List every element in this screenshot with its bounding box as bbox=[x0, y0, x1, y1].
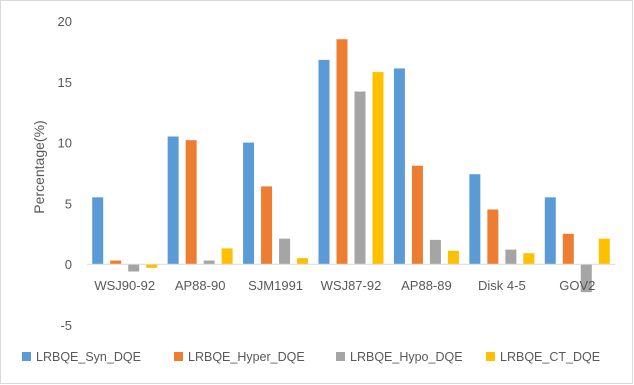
bar-LRBQE_Hypo_DQE-GOV2 bbox=[580, 264, 592, 293]
bar-LRBQE_Syn_DQE-GOV2 bbox=[544, 197, 556, 265]
bar-LRBQE_Syn_DQE-WSJ87-92 bbox=[318, 59, 330, 265]
bar-LRBQE_Hyper_DQE-WSJ90-92 bbox=[110, 260, 122, 265]
legend-label: LRBQE_Syn_DQE bbox=[36, 350, 141, 364]
bar-LRBQE_Hypo_DQE-WSJ90-92 bbox=[128, 264, 140, 272]
bar-LRBQE_Hypo_DQE-AP88-89 bbox=[429, 239, 441, 265]
bar-LRBQE_CT_DQE-WSJ87-92 bbox=[372, 72, 384, 265]
x-tick-label: WSJ90-92 bbox=[94, 278, 155, 293]
legend-swatch bbox=[486, 352, 495, 361]
x-tick-label: SJM1991 bbox=[248, 278, 303, 293]
bar-LRBQE_Hyper_DQE-WSJ87-92 bbox=[336, 39, 348, 265]
bar-LRBQE_Hypo_DQE-SJM1991 bbox=[279, 238, 291, 265]
y-tick-label: 20 bbox=[58, 14, 72, 29]
bar-LRBQE_CT_DQE-AP88-90 bbox=[221, 248, 233, 265]
y-tick-label: 5 bbox=[65, 196, 72, 211]
y-axis-title: Percentage(%) bbox=[31, 120, 47, 213]
x-tick-label: Disk 4-5 bbox=[478, 278, 526, 293]
bar-LRBQE_CT_DQE-Disk 4-5 bbox=[523, 253, 535, 265]
y-tick-label: -5 bbox=[60, 318, 72, 333]
x-tick-label: GOV2 bbox=[559, 278, 595, 293]
bar-LRBQE_Hypo_DQE-WSJ87-92 bbox=[354, 91, 366, 265]
legend-swatch bbox=[336, 352, 345, 361]
bar-LRBQE_Hypo_DQE-AP88-90 bbox=[203, 260, 215, 265]
bar-LRBQE_Hyper_DQE-AP88-90 bbox=[185, 140, 197, 265]
legend-label: LRBQE_Hypo_DQE bbox=[350, 350, 463, 364]
x-tick-label: WSJ87-92 bbox=[321, 278, 382, 293]
bar-LRBQE_Hyper_DQE-AP88-89 bbox=[411, 165, 423, 265]
bar-LRBQE_Hyper_DQE-GOV2 bbox=[562, 233, 574, 265]
legend-label: LRBQE_CT_DQE bbox=[500, 350, 600, 364]
y-tick-label: 15 bbox=[58, 75, 72, 90]
x-tick-label: AP88-90 bbox=[175, 278, 226, 293]
legend-swatch bbox=[174, 352, 183, 361]
x-tick-label: AP88-89 bbox=[401, 278, 452, 293]
bar-LRBQE_CT_DQE-WSJ90-92 bbox=[146, 264, 158, 268]
bar-LRBQE_Syn_DQE-AP88-89 bbox=[393, 68, 405, 265]
bar-LRBQE_Syn_DQE-SJM1991 bbox=[243, 142, 255, 265]
y-tick-label: 0 bbox=[65, 257, 72, 272]
bar-LRBQE_Hyper_DQE-Disk 4-5 bbox=[487, 209, 499, 265]
bar-LRBQE_Syn_DQE-WSJ90-92 bbox=[92, 197, 104, 265]
bar-LRBQE_CT_DQE-AP88-89 bbox=[447, 250, 459, 265]
bar-LRBQE_CT_DQE-SJM1991 bbox=[297, 258, 309, 265]
bar-LRBQE_Syn_DQE-Disk 4-5 bbox=[469, 174, 481, 265]
bar-LRBQE_Syn_DQE-AP88-90 bbox=[167, 136, 179, 265]
y-tick-label: 10 bbox=[58, 136, 72, 151]
legend-label: LRBQE_Hyper_DQE bbox=[188, 350, 305, 364]
bar-LRBQE_Hyper_DQE-SJM1991 bbox=[261, 186, 273, 265]
legend-swatch bbox=[22, 352, 31, 361]
bar-LRBQE_CT_DQE-GOV2 bbox=[598, 238, 610, 265]
bar-LRBQE_Hypo_DQE-Disk 4-5 bbox=[505, 249, 517, 265]
